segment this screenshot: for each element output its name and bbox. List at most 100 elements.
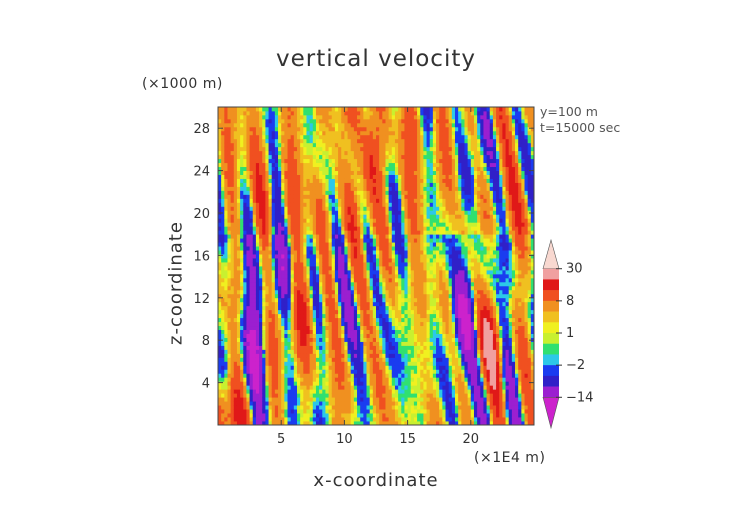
heatmap-cell bbox=[221, 142, 225, 148]
heatmap-cell bbox=[243, 186, 247, 191]
heatmap-cell bbox=[303, 186, 307, 191]
heatmap-cell bbox=[297, 150, 301, 156]
heatmap-cell bbox=[353, 333, 358, 338]
heatmap-cell bbox=[290, 206, 295, 211]
heatmap-cell bbox=[360, 238, 364, 243]
heatmap-cell bbox=[224, 242, 228, 247]
heatmap-cell bbox=[379, 198, 383, 203]
heatmap-cell bbox=[300, 107, 304, 112]
heatmap-cell bbox=[328, 130, 333, 136]
heatmap-cell bbox=[319, 258, 323, 263]
heatmap-cell bbox=[410, 182, 415, 187]
heatmap-cell bbox=[221, 273, 225, 279]
heatmap-cell bbox=[319, 333, 323, 338]
heatmap-cell bbox=[312, 202, 317, 207]
heatmap-cell bbox=[255, 293, 260, 299]
heatmap-cell bbox=[404, 401, 408, 406]
heatmap-cell bbox=[347, 214, 352, 219]
heatmap-cell bbox=[363, 150, 367, 156]
heatmap-cell bbox=[218, 222, 222, 227]
heatmap-cell bbox=[353, 210, 358, 215]
heatmap-cell bbox=[227, 349, 232, 354]
heatmap-cell bbox=[363, 107, 367, 112]
heatmap-cell bbox=[325, 254, 329, 259]
heatmap-cell bbox=[388, 317, 393, 323]
heatmap-cell bbox=[379, 285, 383, 291]
heatmap-cell bbox=[341, 230, 345, 235]
heatmap-cell bbox=[230, 285, 235, 291]
heatmap-cell bbox=[360, 333, 364, 338]
heatmap-cell bbox=[350, 365, 355, 370]
heatmap-cell bbox=[341, 218, 345, 223]
heatmap-cell bbox=[325, 313, 329, 319]
heatmap-cell bbox=[325, 258, 329, 263]
heatmap-cell bbox=[379, 138, 383, 144]
heatmap-cell bbox=[394, 138, 399, 144]
heatmap-cell bbox=[278, 417, 282, 422]
heatmap-cell bbox=[398, 206, 402, 211]
heatmap-cell bbox=[391, 154, 396, 160]
heatmap-cell bbox=[382, 381, 386, 386]
heatmap-cell bbox=[224, 118, 228, 124]
heatmap-cell bbox=[306, 361, 311, 366]
heatmap-cell bbox=[398, 178, 402, 183]
heatmap-cell bbox=[224, 373, 228, 378]
heatmap-cell bbox=[366, 293, 371, 299]
heatmap-cell bbox=[350, 222, 355, 227]
heatmap-cell bbox=[350, 393, 355, 398]
heatmap-cell bbox=[284, 130, 288, 136]
heatmap-cell bbox=[357, 202, 361, 207]
heatmap-cell bbox=[265, 170, 269, 175]
heatmap-cell bbox=[255, 377, 260, 382]
heatmap-cell bbox=[243, 246, 247, 251]
heatmap-cell bbox=[287, 234, 292, 239]
heatmap-cell bbox=[268, 381, 273, 386]
heatmap-cell bbox=[401, 194, 405, 199]
heatmap-cell bbox=[394, 266, 399, 271]
heatmap-cell bbox=[265, 154, 269, 160]
heatmap-cell bbox=[353, 107, 358, 112]
heatmap-cell bbox=[379, 218, 383, 223]
heatmap-cell bbox=[366, 349, 371, 354]
heatmap-cell bbox=[259, 182, 263, 187]
heatmap-cell bbox=[398, 273, 402, 279]
heatmap-cell bbox=[293, 293, 298, 299]
heatmap-cell bbox=[227, 246, 232, 251]
heatmap-cell bbox=[391, 210, 396, 215]
heatmap-cell bbox=[284, 309, 288, 315]
heatmap-cell bbox=[341, 413, 345, 418]
heatmap-cell bbox=[262, 329, 266, 334]
heatmap-cell bbox=[227, 277, 232, 283]
heatmap-cell bbox=[347, 202, 352, 207]
heatmap-cell bbox=[398, 146, 402, 152]
heatmap-cell bbox=[338, 134, 342, 140]
heatmap-cell bbox=[363, 285, 367, 291]
heatmap-cell bbox=[331, 325, 336, 331]
heatmap-cell bbox=[236, 110, 241, 116]
heatmap-cell bbox=[233, 258, 238, 263]
heatmap-cell bbox=[407, 174, 412, 179]
heatmap-cell bbox=[262, 393, 266, 398]
heatmap-cell bbox=[227, 242, 232, 247]
heatmap-cell bbox=[284, 289, 288, 295]
heatmap-cell bbox=[259, 190, 263, 195]
heatmap-cell bbox=[252, 130, 257, 136]
heatmap-cell bbox=[360, 250, 364, 255]
heatmap-cell bbox=[413, 305, 418, 311]
heatmap-cell bbox=[281, 325, 285, 331]
heatmap-cell bbox=[221, 174, 225, 179]
heatmap-cell bbox=[306, 397, 311, 402]
heatmap-cell bbox=[385, 138, 390, 144]
heatmap-cell bbox=[341, 321, 345, 327]
heatmap-cell bbox=[287, 393, 292, 398]
heatmap-cell bbox=[233, 107, 238, 112]
heatmap-cell bbox=[230, 309, 235, 315]
heatmap-cell bbox=[407, 166, 412, 172]
heatmap-cell bbox=[382, 309, 386, 315]
heatmap-cell bbox=[315, 138, 320, 144]
heatmap-cell bbox=[407, 130, 412, 136]
heatmap-cell bbox=[221, 289, 225, 295]
heatmap-cell bbox=[363, 289, 367, 295]
heatmap-cell bbox=[306, 238, 311, 243]
heatmap-cell bbox=[265, 226, 269, 231]
